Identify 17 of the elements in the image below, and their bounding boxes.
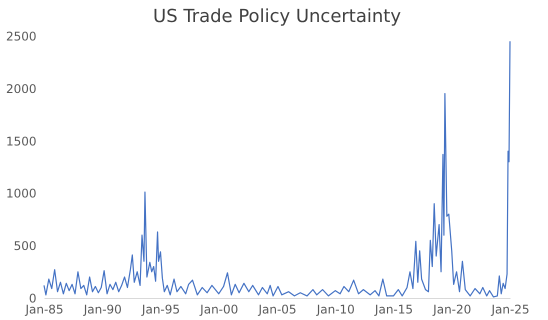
x-tick-label: Jan-85 [24, 302, 64, 316]
x-tick-label: Jan-90 [82, 302, 122, 316]
x-tick-label: Jan-20 [432, 302, 472, 316]
line-series [43, 40, 511, 298]
y-tick-label: 0 [28, 292, 36, 306]
x-tick-label: Jan-15 [374, 302, 414, 316]
x-tick-label: Jan-05 [257, 302, 297, 316]
y-tick-label: 2500 [6, 30, 36, 44]
x-tick-label: Jan-25 [490, 302, 530, 316]
y-tick-label: 500 [14, 239, 36, 254]
chart-title: US Trade Policy Uncertainty [153, 6, 402, 27]
y-tick-label: 2000 [6, 82, 36, 96]
x-tick-label: Jan-95 [140, 302, 180, 316]
y-tick-label: 1000 [6, 186, 36, 201]
x-tick-label: Jan-10 [316, 302, 355, 316]
x-tick-label: Jan-00 [199, 302, 238, 316]
y-tick-label: 1500 [6, 134, 36, 148]
